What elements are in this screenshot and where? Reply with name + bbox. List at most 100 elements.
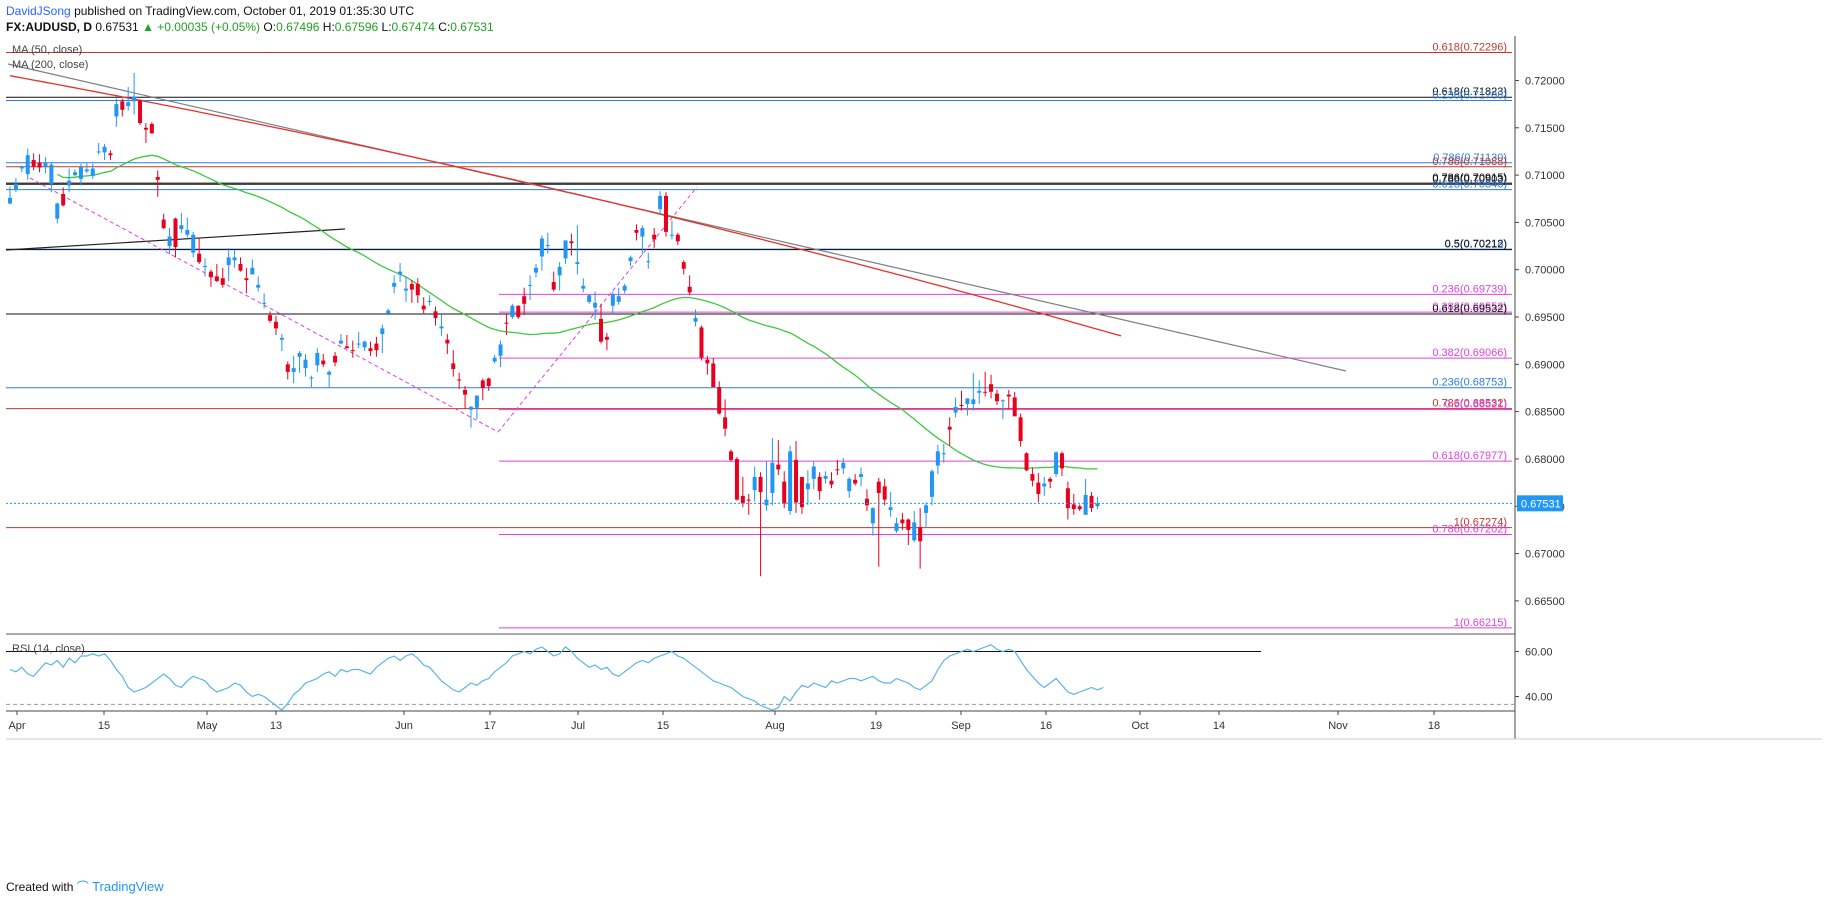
candle-body — [664, 195, 669, 232]
candle-body — [711, 363, 716, 388]
candle-body — [853, 479, 858, 484]
y-tick-label: 0.70000 — [1525, 265, 1565, 277]
candle-body — [256, 284, 261, 288]
candle-body — [870, 508, 875, 524]
legend-ma50[interactable]: MA (50, close) — [12, 44, 83, 56]
y-tick-label: 0.72000 — [1525, 75, 1565, 87]
legend-rsi[interactable]: RSI (14, close) — [12, 643, 85, 655]
candle-body — [587, 295, 592, 302]
candle-body — [859, 474, 864, 477]
candle-body — [374, 343, 379, 351]
candle-body — [681, 262, 686, 269]
y-tick-label: 0.68000 — [1525, 454, 1565, 466]
candle-body — [356, 343, 361, 345]
tradingview-brand[interactable]: TradingView — [92, 879, 164, 894]
y-tick-label: 0.66500 — [1525, 596, 1565, 608]
x-tick-label: Jul — [571, 720, 585, 732]
x-tick-label: 15 — [98, 720, 110, 732]
author-link[interactable]: DavidJSong — [6, 4, 71, 18]
candle-body — [149, 123, 154, 134]
candle-body — [78, 166, 83, 179]
candle-body — [675, 234, 680, 242]
candle-body — [333, 355, 338, 363]
candle-body — [522, 296, 527, 304]
candle-body — [90, 168, 95, 177]
fib-level-label: 0.382(0.69066) — [1432, 347, 1507, 359]
fib-level-label: 0.786(0.71088) — [1432, 156, 1507, 168]
candle-body — [232, 257, 237, 261]
x-tick-label: Aug — [765, 720, 785, 732]
candle-body — [1083, 494, 1088, 515]
candle-body — [480, 380, 485, 388]
x-tick-label: 13 — [270, 720, 282, 732]
candle-body — [451, 363, 456, 370]
candle-body — [1042, 483, 1047, 487]
candle-body — [439, 326, 444, 329]
candle-body — [203, 265, 208, 267]
high-value: 0.67596 — [334, 20, 379, 34]
candle-body — [297, 352, 302, 357]
candle-body — [953, 406, 958, 413]
candle-body — [13, 183, 18, 190]
ma50-line — [56, 154, 1098, 470]
candle-body — [563, 240, 568, 259]
candle-body — [31, 159, 36, 167]
candle-body — [977, 390, 982, 393]
candle-body — [392, 282, 397, 287]
candle-body — [362, 341, 367, 348]
candle-body — [811, 466, 816, 479]
fib-level-label: 0.786(0.71130) — [1433, 152, 1507, 164]
candle-body — [309, 377, 314, 379]
candle-body — [734, 458, 739, 500]
x-tick-label: 19 — [870, 720, 882, 732]
publish-line: DavidJSong published on TradingView.com,… — [6, 4, 414, 18]
candle-body — [220, 278, 225, 285]
candle-body — [321, 360, 326, 365]
candle-body — [468, 406, 473, 410]
candle-body — [25, 155, 30, 175]
candle-body — [327, 371, 332, 375]
candle-body — [835, 469, 840, 471]
candle-body — [173, 218, 178, 248]
candle-body — [279, 337, 284, 340]
candle-body — [1012, 397, 1017, 417]
x-tick-label: 14 — [1213, 720, 1225, 732]
candle-body — [1048, 478, 1053, 482]
fib-level-label: 0.5(0.68521) — [1445, 399, 1507, 411]
fib-level-label: 0.786(0.70915) — [1432, 172, 1507, 184]
rsi-tick-label: 60.00 — [1525, 647, 1553, 659]
symbol-label[interactable]: FX:AUDUSD, D — [6, 20, 92, 34]
candle-body — [533, 267, 538, 273]
candle-body — [504, 322, 509, 324]
symbol-line: FX:AUDUSD, D 0.67531 ▲ +0.00035 (+0.05%)… — [6, 20, 494, 34]
candle-body — [989, 384, 994, 392]
candle-body — [179, 225, 184, 230]
tradingview-logo-icon[interactable]: ⌒ — [76, 880, 89, 894]
candle-body — [947, 426, 952, 430]
candle-body — [138, 100, 143, 124]
candle-body — [894, 523, 899, 531]
candle-body — [652, 234, 657, 240]
candle-body — [409, 283, 414, 290]
low-value: 0.67474 — [391, 20, 435, 34]
x-tick-label: Oct — [1131, 720, 1148, 732]
candle-body — [628, 257, 633, 262]
legend-ma200[interactable]: MA (200, close) — [12, 59, 89, 71]
candle-body — [244, 278, 249, 281]
candle-body — [73, 172, 78, 176]
candle-body — [1054, 452, 1059, 475]
candle-body — [971, 399, 976, 405]
candle-body — [817, 476, 822, 492]
candle-body — [528, 284, 533, 286]
candle-body — [829, 480, 834, 485]
fib-level-label: 0.618(0.72296) — [1432, 41, 1507, 53]
candle-body — [575, 262, 580, 265]
candle-body — [208, 271, 213, 278]
candle-body — [197, 253, 202, 263]
candle-body — [1000, 400, 1005, 402]
candle-body — [770, 462, 775, 494]
candle-body — [1095, 503, 1100, 507]
low-label: L: — [381, 20, 392, 34]
candle-body — [740, 495, 745, 504]
